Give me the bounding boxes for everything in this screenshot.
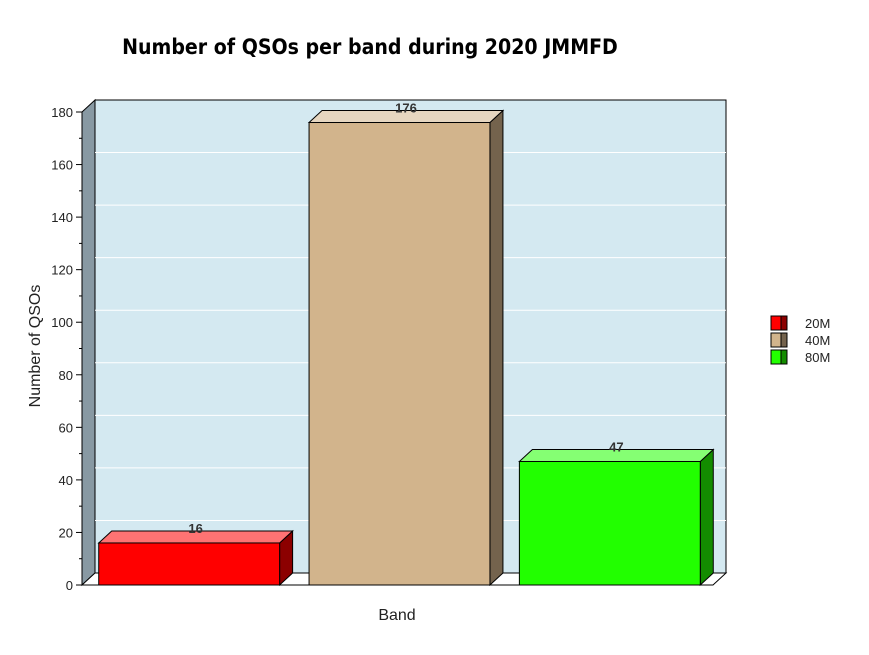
y-tick-label: 160	[51, 158, 73, 173]
legend-swatch-shade	[780, 332, 788, 348]
y-tick-label: 180	[51, 105, 73, 120]
y-tick-label: 80	[59, 368, 73, 383]
legend-label: 20M	[805, 316, 830, 331]
data-label: 47	[609, 439, 623, 454]
bar-20m: 16	[97, 521, 294, 587]
bar-front	[98, 542, 281, 586]
bar-side	[489, 109, 504, 587]
data-label: 16	[188, 521, 202, 536]
y-tick-label: 20	[59, 525, 73, 540]
y-axis: 0 20 40 60 80 100 120 140 160 180	[51, 105, 83, 593]
y-tick-label: 40	[59, 473, 73, 488]
legend-swatch-shade	[780, 315, 788, 331]
bar-side	[699, 448, 714, 587]
legend-item-20m: 20M	[770, 315, 830, 331]
legend-item-80m: 80M	[770, 349, 830, 365]
y-tick-label: 0	[66, 578, 73, 593]
bar-front	[518, 460, 701, 586]
legend-item-40m: 40M	[770, 332, 830, 348]
side-wall	[81, 98, 96, 587]
legend-label: 80M	[805, 350, 830, 365]
y-tick-label: 140	[51, 210, 73, 225]
data-label: 176	[395, 101, 417, 116]
bar-front	[308, 122, 491, 586]
chart-title: Number of QSOs per band during 2020 JMMF…	[122, 34, 618, 59]
bar-80m: 47	[518, 439, 715, 587]
y-tick-label: 120	[51, 263, 73, 278]
legend-swatch-shade	[780, 349, 788, 365]
x-axis-label: Band	[378, 607, 415, 624]
legend-label: 40M	[805, 333, 830, 348]
bars: 16 176 47	[97, 101, 715, 587]
y-tick-label: 60	[59, 420, 73, 435]
y-tick-label: 100	[51, 315, 73, 330]
legend: 20M 40M 80M	[770, 315, 830, 365]
bar-40m: 176	[307, 101, 505, 587]
y-axis-label: Number of QSOs	[27, 285, 44, 408]
